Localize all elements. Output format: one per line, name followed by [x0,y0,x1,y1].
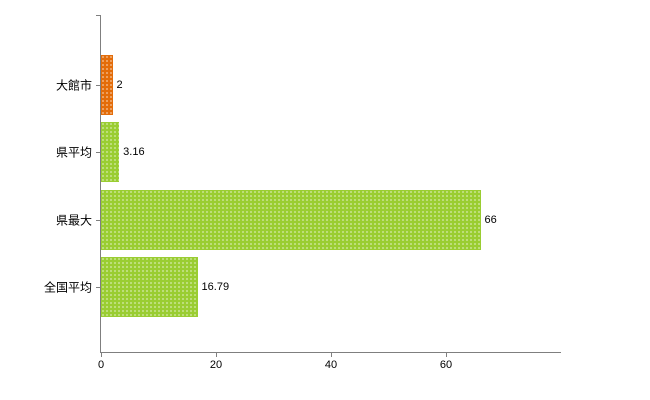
y-axis-tick [96,84,100,86]
plot-area: 大館市 2 県平均 3.16 県最大 66 全国平均 16.79 0 20 40 60 [44,15,561,371]
x-axis-tick [216,353,217,357]
x-tick-label: 20 [209,359,223,371]
value-label: 2 [116,78,123,91]
x-axis-tick [446,353,447,357]
x-tick-label: 0 [97,359,105,371]
bar-3 [101,257,198,318]
y-axis-tick [96,219,100,221]
value-label: 16.79 [201,281,230,294]
bar-0 [101,54,113,115]
category-label: 全国平均 [43,280,92,295]
category-label: 大館市 [55,78,92,93]
x-tick-label: 60 [439,359,453,371]
x-axis-tick [331,353,332,357]
y-axis-end-tick [96,15,100,16]
category-label: 県平均 [55,145,92,160]
chart-row: 大館市 2 [56,51,561,119]
chart-row: 県最大 66 [56,186,561,254]
bar-2 [101,189,481,250]
bar-1 [101,122,120,183]
x-axis-tick [101,353,102,357]
y-axis-tick [96,287,100,289]
value-label: 66 [484,213,497,226]
category-label: 県最大 [55,213,92,228]
chart-row: 県平均 3.16 [56,119,561,187]
x-tick-label: 40 [324,359,338,371]
y-axis-tick [96,152,100,154]
value-label: 3.16 [123,146,145,159]
chart-row: 全国平均 16.79 [44,254,561,322]
